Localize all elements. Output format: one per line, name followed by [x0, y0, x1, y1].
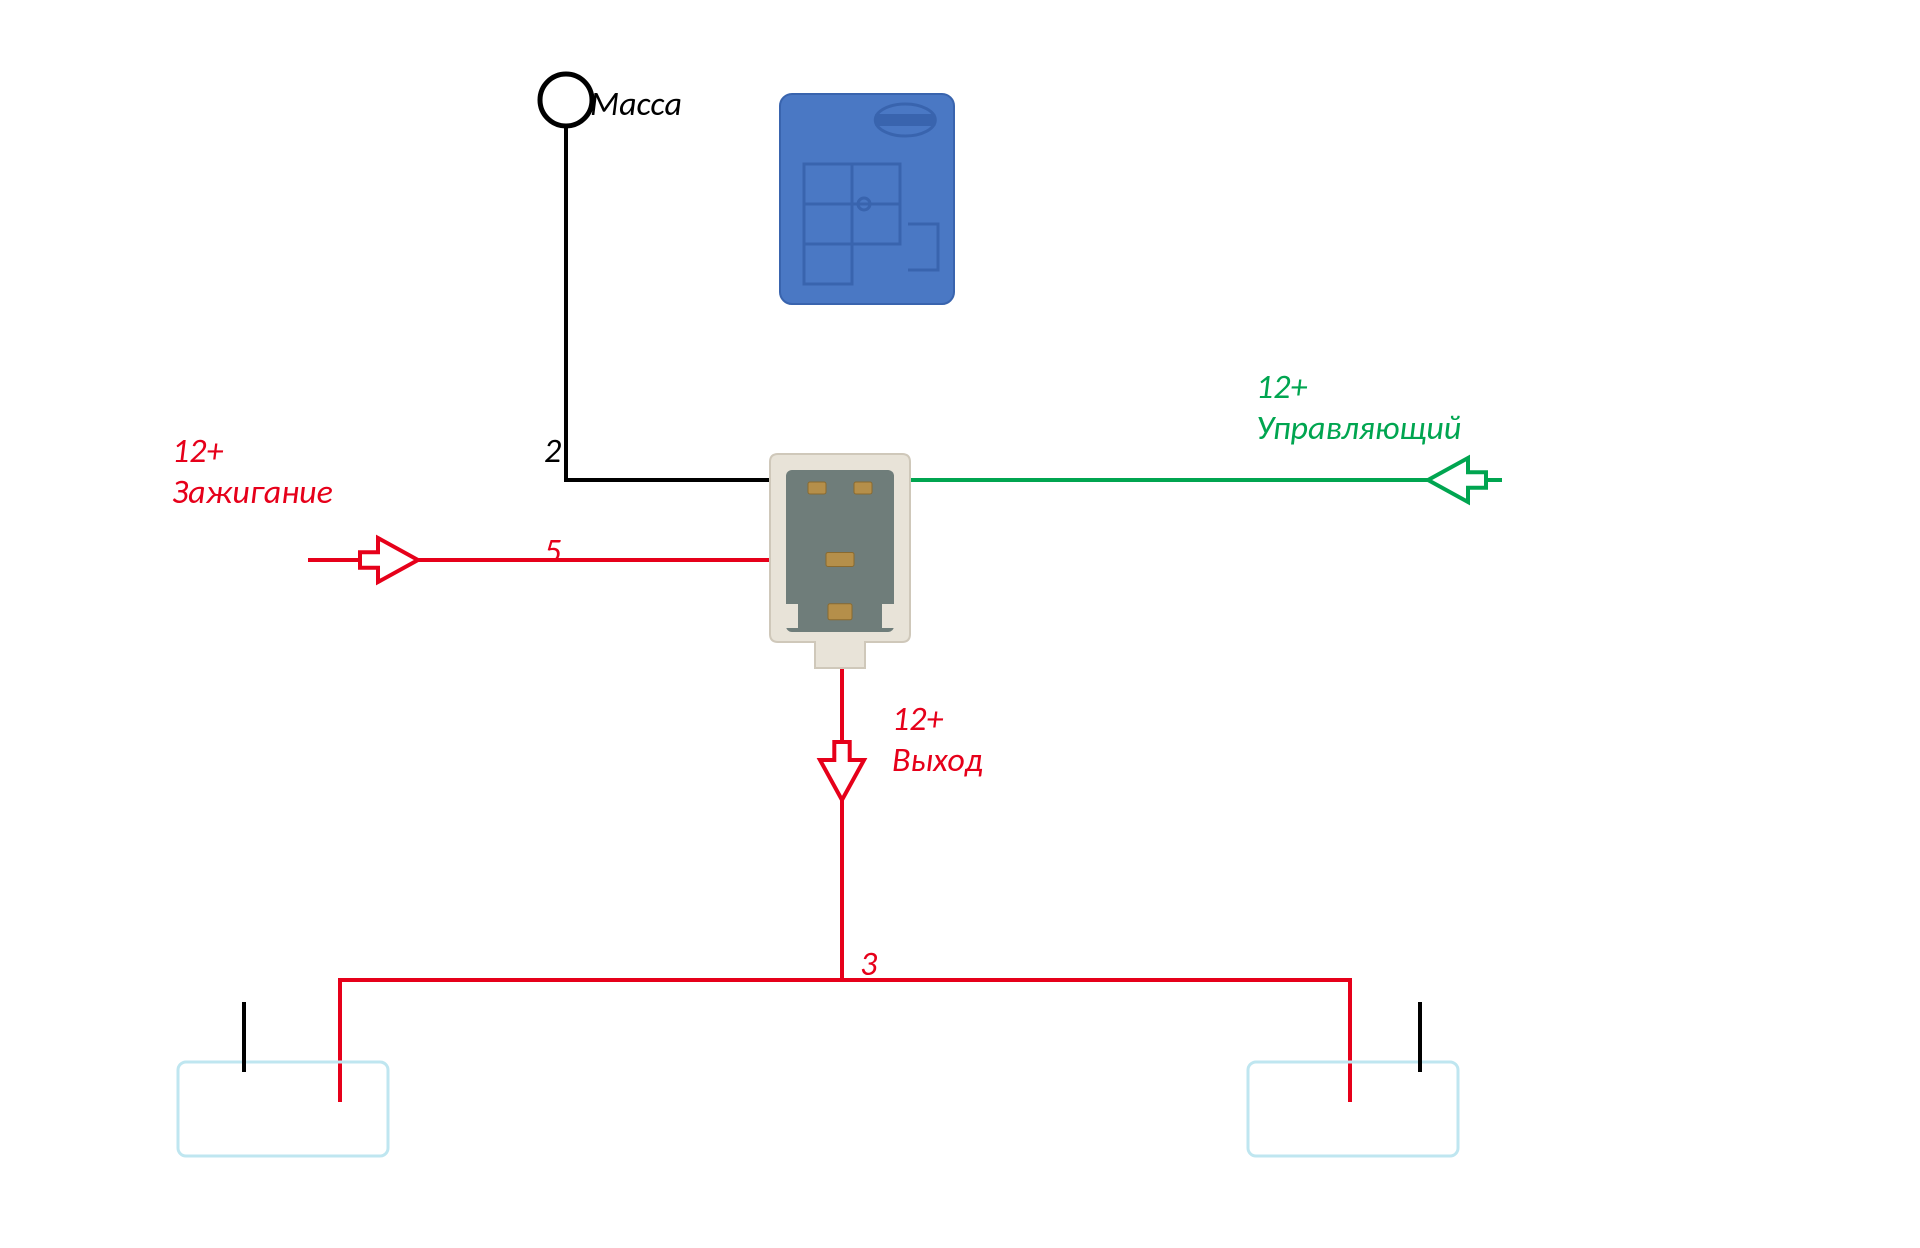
label-ground: Масса	[590, 85, 682, 126]
relay-icon	[780, 94, 954, 304]
load-box-left	[178, 1062, 388, 1156]
label-pin-3: 3	[860, 945, 877, 986]
load-box-right	[1248, 1062, 1458, 1156]
label-ignition: 12+ Зажигание	[172, 432, 333, 514]
arrow-down-icon	[820, 742, 864, 800]
label-control: 12+ Управляющий	[1256, 368, 1461, 450]
label-output: 12+ Выход	[892, 700, 983, 782]
label-pin-2: 2	[544, 432, 561, 473]
label-pin-5: 5	[544, 532, 561, 573]
relay-socket-icon	[770, 454, 910, 668]
wiring-diagram	[0, 0, 1920, 1248]
arrow-right-icon	[360, 538, 418, 582]
ground-ring-icon	[540, 74, 592, 126]
arrow-left-icon	[1428, 458, 1486, 502]
